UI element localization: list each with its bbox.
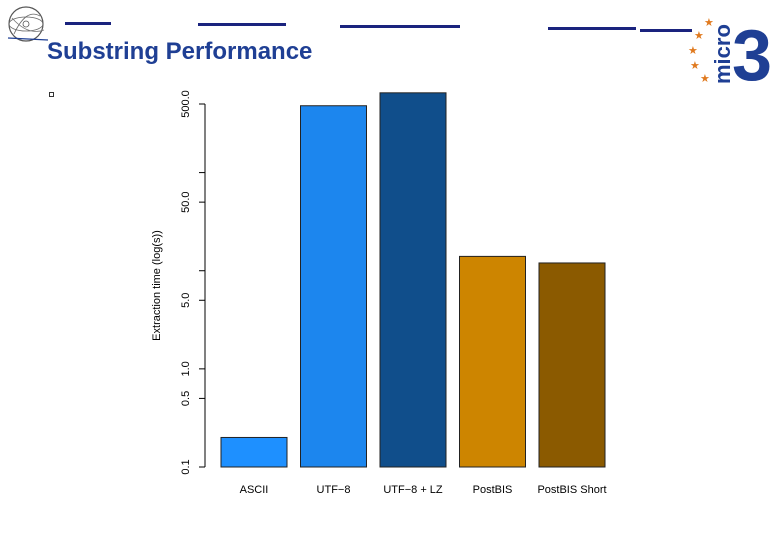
header-line: [65, 22, 111, 25]
x-tick-label: UTF−8: [317, 484, 351, 496]
y-tick-label: 500.0: [180, 90, 192, 118]
svg-text:★: ★: [700, 72, 710, 85]
header-line: [548, 27, 636, 30]
x-tick-label: PostBIS: [473, 484, 513, 496]
bar: [220, 436, 288, 468]
y-tick-label: 50.0: [180, 191, 192, 212]
y-tick-label: 0.1: [180, 459, 192, 474]
bar: [459, 255, 526, 468]
x-tick-label: ASCII: [240, 484, 269, 496]
x-tick-label: UTF−8 + LZ: [383, 484, 443, 496]
micro3-logo: ★ ★ ★ ★ ★ micro 3: [682, 8, 774, 96]
svg-text:★: ★: [690, 59, 700, 72]
header-line: [198, 23, 286, 26]
header-line: [640, 29, 692, 32]
y-tick-label: 0.5: [180, 391, 192, 406]
y-tick-label: 1.0: [180, 361, 192, 376]
y-tick-label: 5.0: [180, 293, 192, 308]
svg-text:★: ★: [704, 16, 714, 29]
bar: [379, 92, 447, 468]
logo-micro-text: micro: [710, 24, 735, 84]
svg-text:★: ★: [694, 29, 704, 42]
university-seal-logo: [4, 2, 52, 51]
svg-text:★: ★: [688, 44, 698, 57]
slide-title: Substring Performance: [47, 38, 313, 65]
logo-number-text: 3: [732, 16, 772, 88]
y-axis-label: Extraction time (log(s)): [151, 230, 163, 341]
star-icon: ★ ★ ★ ★ ★: [688, 16, 714, 85]
bar: [300, 105, 367, 468]
bullet-marker: [49, 92, 54, 97]
x-tick-label: PostBIS Short: [537, 484, 606, 496]
bar: [538, 262, 606, 468]
header-line: [340, 25, 460, 28]
